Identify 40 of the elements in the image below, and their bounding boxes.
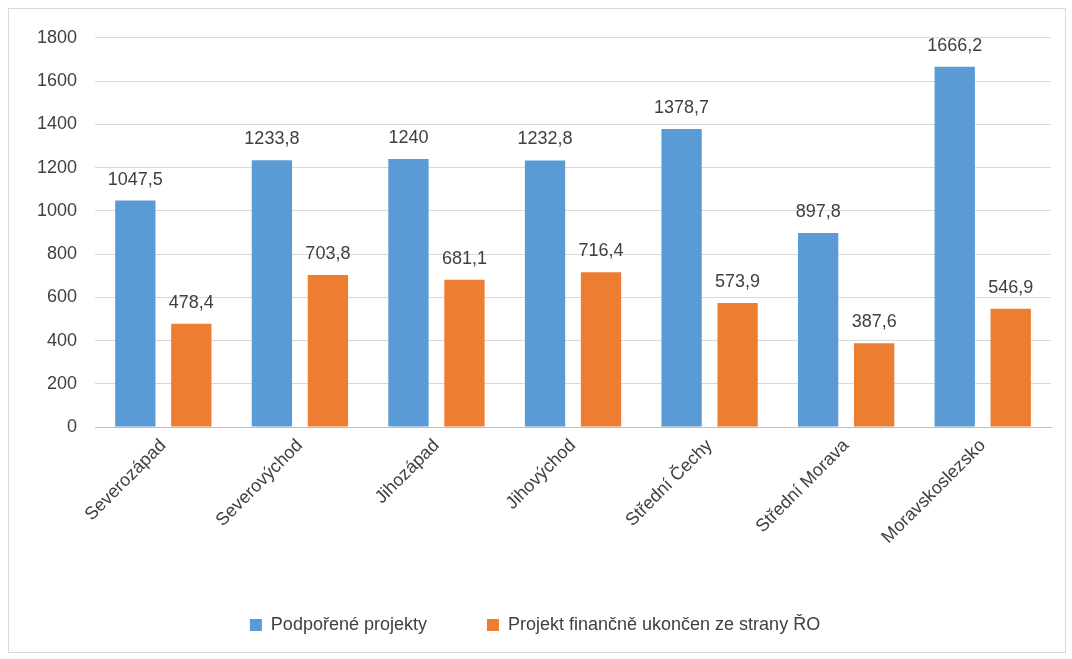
data-label: 1233,8 bbox=[244, 128, 300, 149]
bar bbox=[990, 308, 1031, 427]
data-label: 546,9 bbox=[988, 276, 1034, 297]
data-label: 1240 bbox=[388, 126, 429, 147]
data-label: 703,8 bbox=[305, 242, 351, 263]
data-label: 1666,2 bbox=[927, 34, 983, 55]
y-tick-label: 800 bbox=[47, 243, 78, 264]
y-tick-label: 200 bbox=[47, 372, 78, 393]
bar bbox=[580, 272, 622, 427]
bar bbox=[798, 232, 839, 427]
legend-label: Podpořené projekty bbox=[270, 613, 427, 634]
data-label: 1232,8 bbox=[517, 128, 573, 149]
data-label: 1047,5 bbox=[107, 168, 163, 189]
y-tick-label: 1600 bbox=[37, 70, 78, 91]
bar bbox=[251, 160, 293, 427]
bar bbox=[388, 158, 429, 427]
bar bbox=[934, 66, 975, 427]
data-label: 1378,7 bbox=[654, 96, 710, 117]
y-tick-label: 600 bbox=[47, 286, 78, 307]
data-label: 573,9 bbox=[715, 270, 761, 291]
bar bbox=[853, 343, 895, 427]
bar bbox=[307, 274, 349, 427]
legend-label: Projekt finančně ukončen ze strany ŘO bbox=[507, 613, 821, 634]
bar bbox=[115, 200, 156, 427]
bar bbox=[171, 323, 212, 427]
y-tick-label: 1000 bbox=[37, 199, 78, 220]
y-tick-label: 400 bbox=[47, 329, 78, 350]
y-tick-label: 1800 bbox=[37, 26, 78, 47]
data-label: 681,1 bbox=[441, 247, 487, 268]
y-tick-label: 1400 bbox=[37, 113, 78, 134]
bar bbox=[717, 302, 758, 427]
data-label: 478,4 bbox=[168, 291, 214, 312]
data-label: 716,4 bbox=[578, 240, 624, 261]
y-tick-label: 1200 bbox=[37, 156, 78, 177]
y-tick-label: 0 bbox=[67, 416, 78, 437]
bar bbox=[444, 279, 485, 427]
bar bbox=[524, 160, 566, 427]
bar bbox=[661, 128, 702, 427]
data-label: 387,6 bbox=[851, 311, 897, 332]
data-label: 897,8 bbox=[795, 200, 841, 221]
